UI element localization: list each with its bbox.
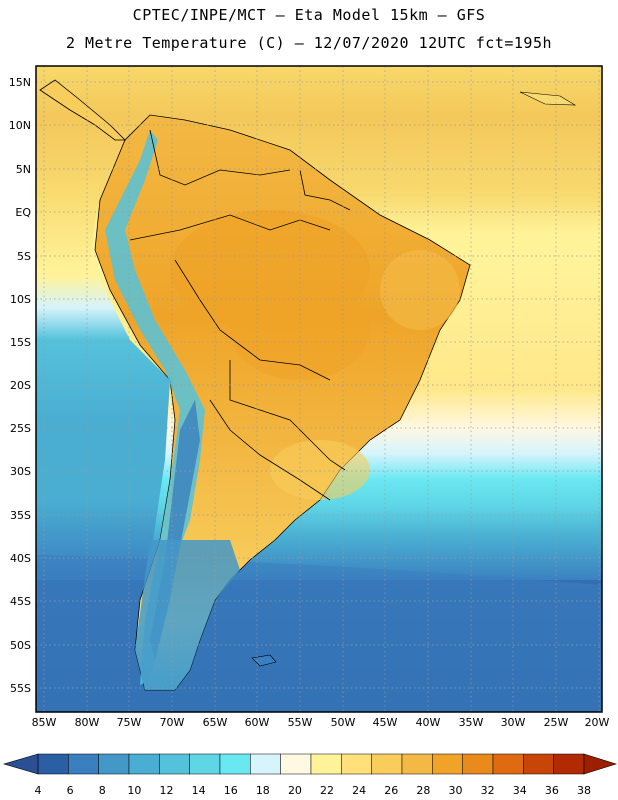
colorbar-swatch (462, 753, 494, 775)
colorbar: 4 6 8 10 12 14 16 18 20 22 24 26 28 30 32 34 36 38 (2, 753, 618, 797)
latitude-labels: 15N 10N 5N EQ 5S 10S 15S 20S 25S 30S 35S… (9, 76, 32, 695)
colorbar-label: 36 (545, 784, 559, 797)
lon-label: 40W (416, 716, 441, 729)
colorbar-label: 32 (481, 784, 495, 797)
lon-label: 70W (160, 716, 185, 729)
lat-label: 50S (10, 639, 31, 652)
colorbar-swatch (98, 753, 130, 775)
colorbar-label: 18 (256, 784, 270, 797)
lat-label: 55S (10, 682, 31, 695)
lat-label: EQ (15, 206, 31, 219)
colorbar-swatch (432, 753, 463, 775)
colorbar-label: 22 (320, 784, 334, 797)
colorbar-label: 38 (577, 784, 591, 797)
lon-label: 55W (288, 716, 313, 729)
colorbar-label: 6 (67, 784, 74, 797)
lat-label: 35S (10, 509, 31, 522)
lat-label: 25S (10, 422, 31, 435)
colorbar-swatch (341, 753, 372, 775)
colorbar-label: 10 (127, 784, 141, 797)
colorbar-label: 34 (513, 784, 527, 797)
lat-label: 15S (10, 336, 31, 349)
colorbar-swatch (401, 753, 433, 775)
colorbar-swatch (371, 753, 403, 775)
colorbar-label: 20 (288, 784, 302, 797)
map-title-line1: CPTEC/INPE/MCT – Eta Model 15km – GFS (132, 6, 486, 24)
lat-label: 40S (10, 552, 31, 565)
colorbar-swatch (553, 753, 585, 775)
patagonia-cold (135, 540, 240, 690)
lat-label: 20S (10, 379, 31, 392)
lon-label: 65W (203, 716, 228, 729)
lat-label: 5S (17, 250, 31, 263)
colorbar-label: 4 (35, 784, 42, 797)
colorbar-swatch (219, 753, 251, 775)
colorbar-swatch (159, 753, 190, 775)
colorbar-label: 8 (99, 784, 106, 797)
lat-label: 10S (10, 293, 31, 306)
colorbar-label: 28 (416, 784, 430, 797)
lat-label: 15N (9, 76, 31, 89)
lat-label: 10N (9, 119, 31, 132)
colorbar-swatch (310, 753, 342, 775)
longitude-labels: 85W 80W 75W 70W 65W 60W 55W 50W 45W 40W … (32, 716, 610, 729)
colorbar-swatch (250, 753, 281, 775)
lon-label: 85W (32, 716, 57, 729)
colorbar-swatch (523, 753, 554, 775)
lon-label: 30W (501, 716, 526, 729)
lat-label: 30S (10, 465, 31, 478)
lon-label: 80W (75, 716, 100, 729)
map-title-line2: 2 Metre Temperature (C) – 12/07/2020 12U… (65, 34, 553, 52)
colorbar-swatch (492, 753, 524, 775)
colorbar-swatches (37, 753, 585, 775)
lon-label: 25W (544, 716, 569, 729)
colorbar-swatch (128, 753, 160, 775)
colorbar-swatch (68, 753, 99, 775)
colorbar-label: 14 (192, 784, 206, 797)
colorbar-labels: 4 6 8 10 12 14 16 18 20 22 24 26 28 30 32 34 36 38 (35, 784, 592, 797)
colorbar-swatch (189, 753, 221, 775)
lon-label: 45W (373, 716, 398, 729)
colorbar-under-arrow (2, 753, 39, 775)
falkland-islands (251, 654, 277, 667)
lon-label: 60W (245, 716, 270, 729)
colorbar-label: 30 (449, 784, 463, 797)
colorbar-swatch (280, 753, 312, 775)
map-frame (35, 65, 603, 713)
lon-label: 20W (585, 716, 610, 729)
lat-label: 45S (10, 595, 31, 608)
country-borders (129, 129, 351, 501)
lat-label: 5N (16, 163, 31, 176)
colorbar-label: 26 (384, 784, 398, 797)
lon-label: 35W (459, 716, 484, 729)
colorbar-swatch (37, 753, 69, 775)
colorbar-label: 16 (224, 784, 238, 797)
colorbar-label: 12 (159, 784, 173, 797)
lon-label: 75W (117, 716, 142, 729)
colorbar-label: 24 (352, 784, 366, 797)
temperature-map: 15N 10N 5N EQ 5S 10S 15S 20S 25S 30S 35S… (9, 65, 610, 729)
colorbar-over-arrow (583, 753, 618, 775)
lon-label: 50W (331, 716, 356, 729)
map-field (36, 66, 602, 712)
